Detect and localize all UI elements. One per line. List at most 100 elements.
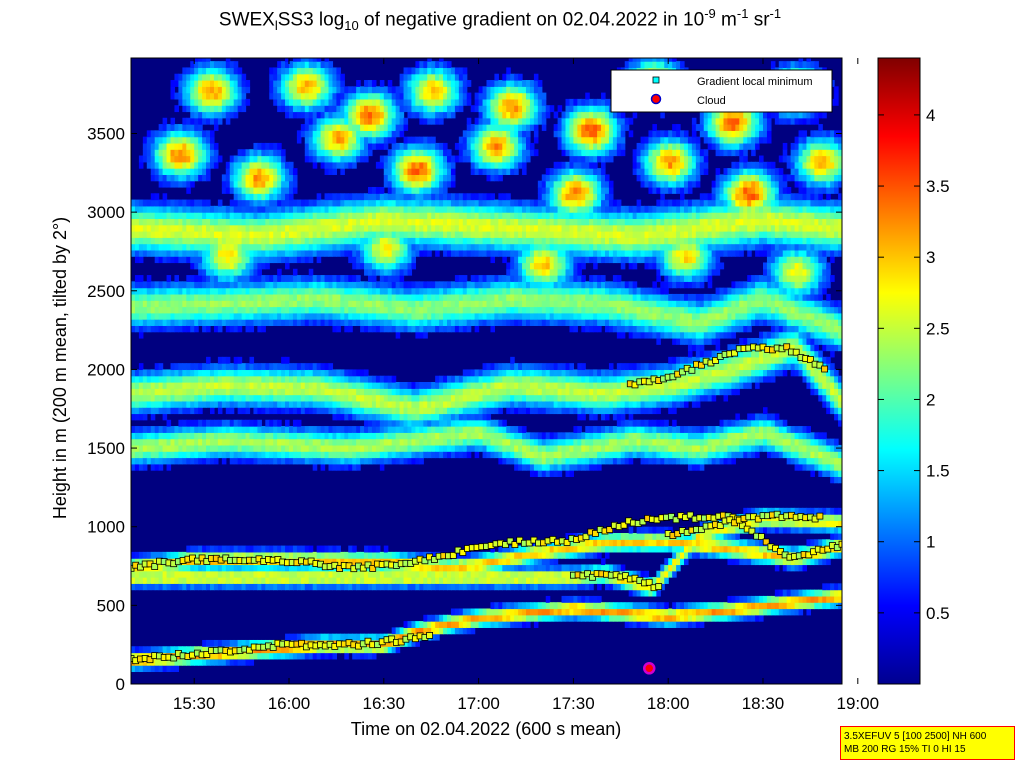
heatmap-cell [241, 564, 247, 572]
heatmap-cell [281, 73, 286, 81]
heatmap-cell [158, 180, 164, 188]
heatmap-cell [395, 306, 401, 314]
heatmap-cell [150, 570, 156, 578]
heatmap-cell [273, 231, 278, 238]
heatmap-cell [454, 243, 460, 251]
heatmap-cell [324, 551, 330, 559]
heatmap-cell [316, 130, 322, 138]
heatmap-cell [277, 199, 282, 207]
heatmap-cell [352, 570, 357, 578]
heatmap-cell [423, 212, 428, 220]
heatmap-cell [174, 199, 179, 207]
heatmap-cell [182, 457, 187, 465]
heatmap-cell [134, 426, 140, 433]
heatmap-cell [249, 249, 255, 257]
heatmap-cell [269, 419, 274, 427]
heatmap-cell [360, 306, 365, 314]
heatmap-cell [229, 231, 235, 238]
heatmap-cell [158, 237, 164, 245]
heatmap-cell [190, 438, 195, 446]
heatmap-cell [142, 237, 148, 245]
heatmap-cell [391, 243, 397, 251]
heatmap-cell [281, 224, 286, 232]
heatmap-cell [300, 249, 306, 257]
heatmap-cell [304, 652, 310, 660]
heatmap-cell [202, 564, 207, 572]
heatmap-cell [435, 168, 440, 175]
heatmap-cell [233, 564, 239, 572]
heatmap-cell [170, 319, 176, 326]
heatmap-cell [320, 369, 326, 377]
heatmap-cell [150, 577, 156, 584]
heatmap-cell [320, 92, 326, 100]
heatmap-cell [265, 564, 270, 572]
heatmap-cell [383, 224, 389, 232]
heatmap-cell [170, 551, 176, 559]
heatmap-cell [443, 426, 448, 433]
heatmap-cell [462, 312, 468, 320]
heatmap-cell [407, 73, 413, 81]
heatmap-cell [202, 577, 207, 584]
heatmap-cell [277, 80, 282, 87]
heatmap-cell [134, 306, 140, 314]
heatmap-cell [383, 180, 389, 188]
heatmap-cell [395, 180, 401, 188]
heatmap-cell [146, 325, 152, 333]
heatmap-cell [431, 577, 436, 584]
heatmap-cell [435, 218, 440, 226]
heatmap-cell [202, 243, 207, 251]
heatmap-cell [340, 80, 345, 87]
heatmap-cell [296, 426, 302, 433]
heatmap-cell [466, 92, 472, 100]
heatmap-cell [269, 243, 274, 251]
heatmap-cell [399, 419, 405, 427]
heatmap-cell [450, 438, 456, 446]
heatmap-cell [138, 218, 144, 226]
heatmap-cell [379, 633, 385, 641]
heatmap-cell [356, 199, 361, 207]
heatmap-cell [237, 583, 243, 591]
heatmap-cell [391, 394, 397, 402]
heatmap-cell [138, 275, 144, 282]
heatmap-cell [142, 457, 148, 465]
heatmap-cell [391, 432, 397, 440]
heatmap-cell [225, 388, 231, 396]
heatmap-cell [289, 577, 294, 584]
heatmap-cell [225, 319, 231, 326]
heatmap-cell [245, 86, 251, 94]
heatmap-cell [150, 161, 156, 169]
heatmap-cell [174, 256, 179, 264]
heatmap-cell [439, 312, 444, 320]
heatmap-cell [273, 306, 278, 314]
heatmap-cell [348, 577, 353, 584]
heatmap-cell [269, 92, 274, 100]
heatmap-cell [454, 394, 460, 402]
heatmap-cell [225, 300, 231, 308]
heatmap-cell [131, 375, 136, 383]
heatmap-cell [174, 400, 179, 408]
heatmap-cell [217, 306, 223, 314]
heatmap-cell [407, 155, 413, 163]
heatmap-cell [198, 249, 203, 257]
heatmap-cell [304, 583, 310, 591]
heatmap-cell [419, 312, 424, 320]
heatmap-cell [407, 438, 413, 446]
heatmap-cell [174, 237, 179, 245]
heatmap-cell [194, 658, 199, 666]
heatmap-cell [407, 382, 413, 389]
heatmap-cell [182, 67, 187, 75]
heatmap-cell [233, 105, 239, 113]
heatmap-cell [379, 438, 385, 446]
heatmap-cell [439, 300, 444, 308]
heatmap-cell [375, 205, 381, 213]
heatmap-cell [320, 577, 326, 584]
heatmap-cell [131, 325, 136, 333]
heatmap-cell [399, 583, 405, 591]
heatmap-cell [462, 614, 468, 622]
heatmap-cell [419, 80, 424, 87]
heatmap-cell [190, 105, 195, 113]
heatmap-cell [316, 124, 322, 131]
heatmap-cell [419, 331, 424, 339]
heatmap-cell [375, 237, 381, 245]
heatmap-cell [364, 237, 369, 245]
